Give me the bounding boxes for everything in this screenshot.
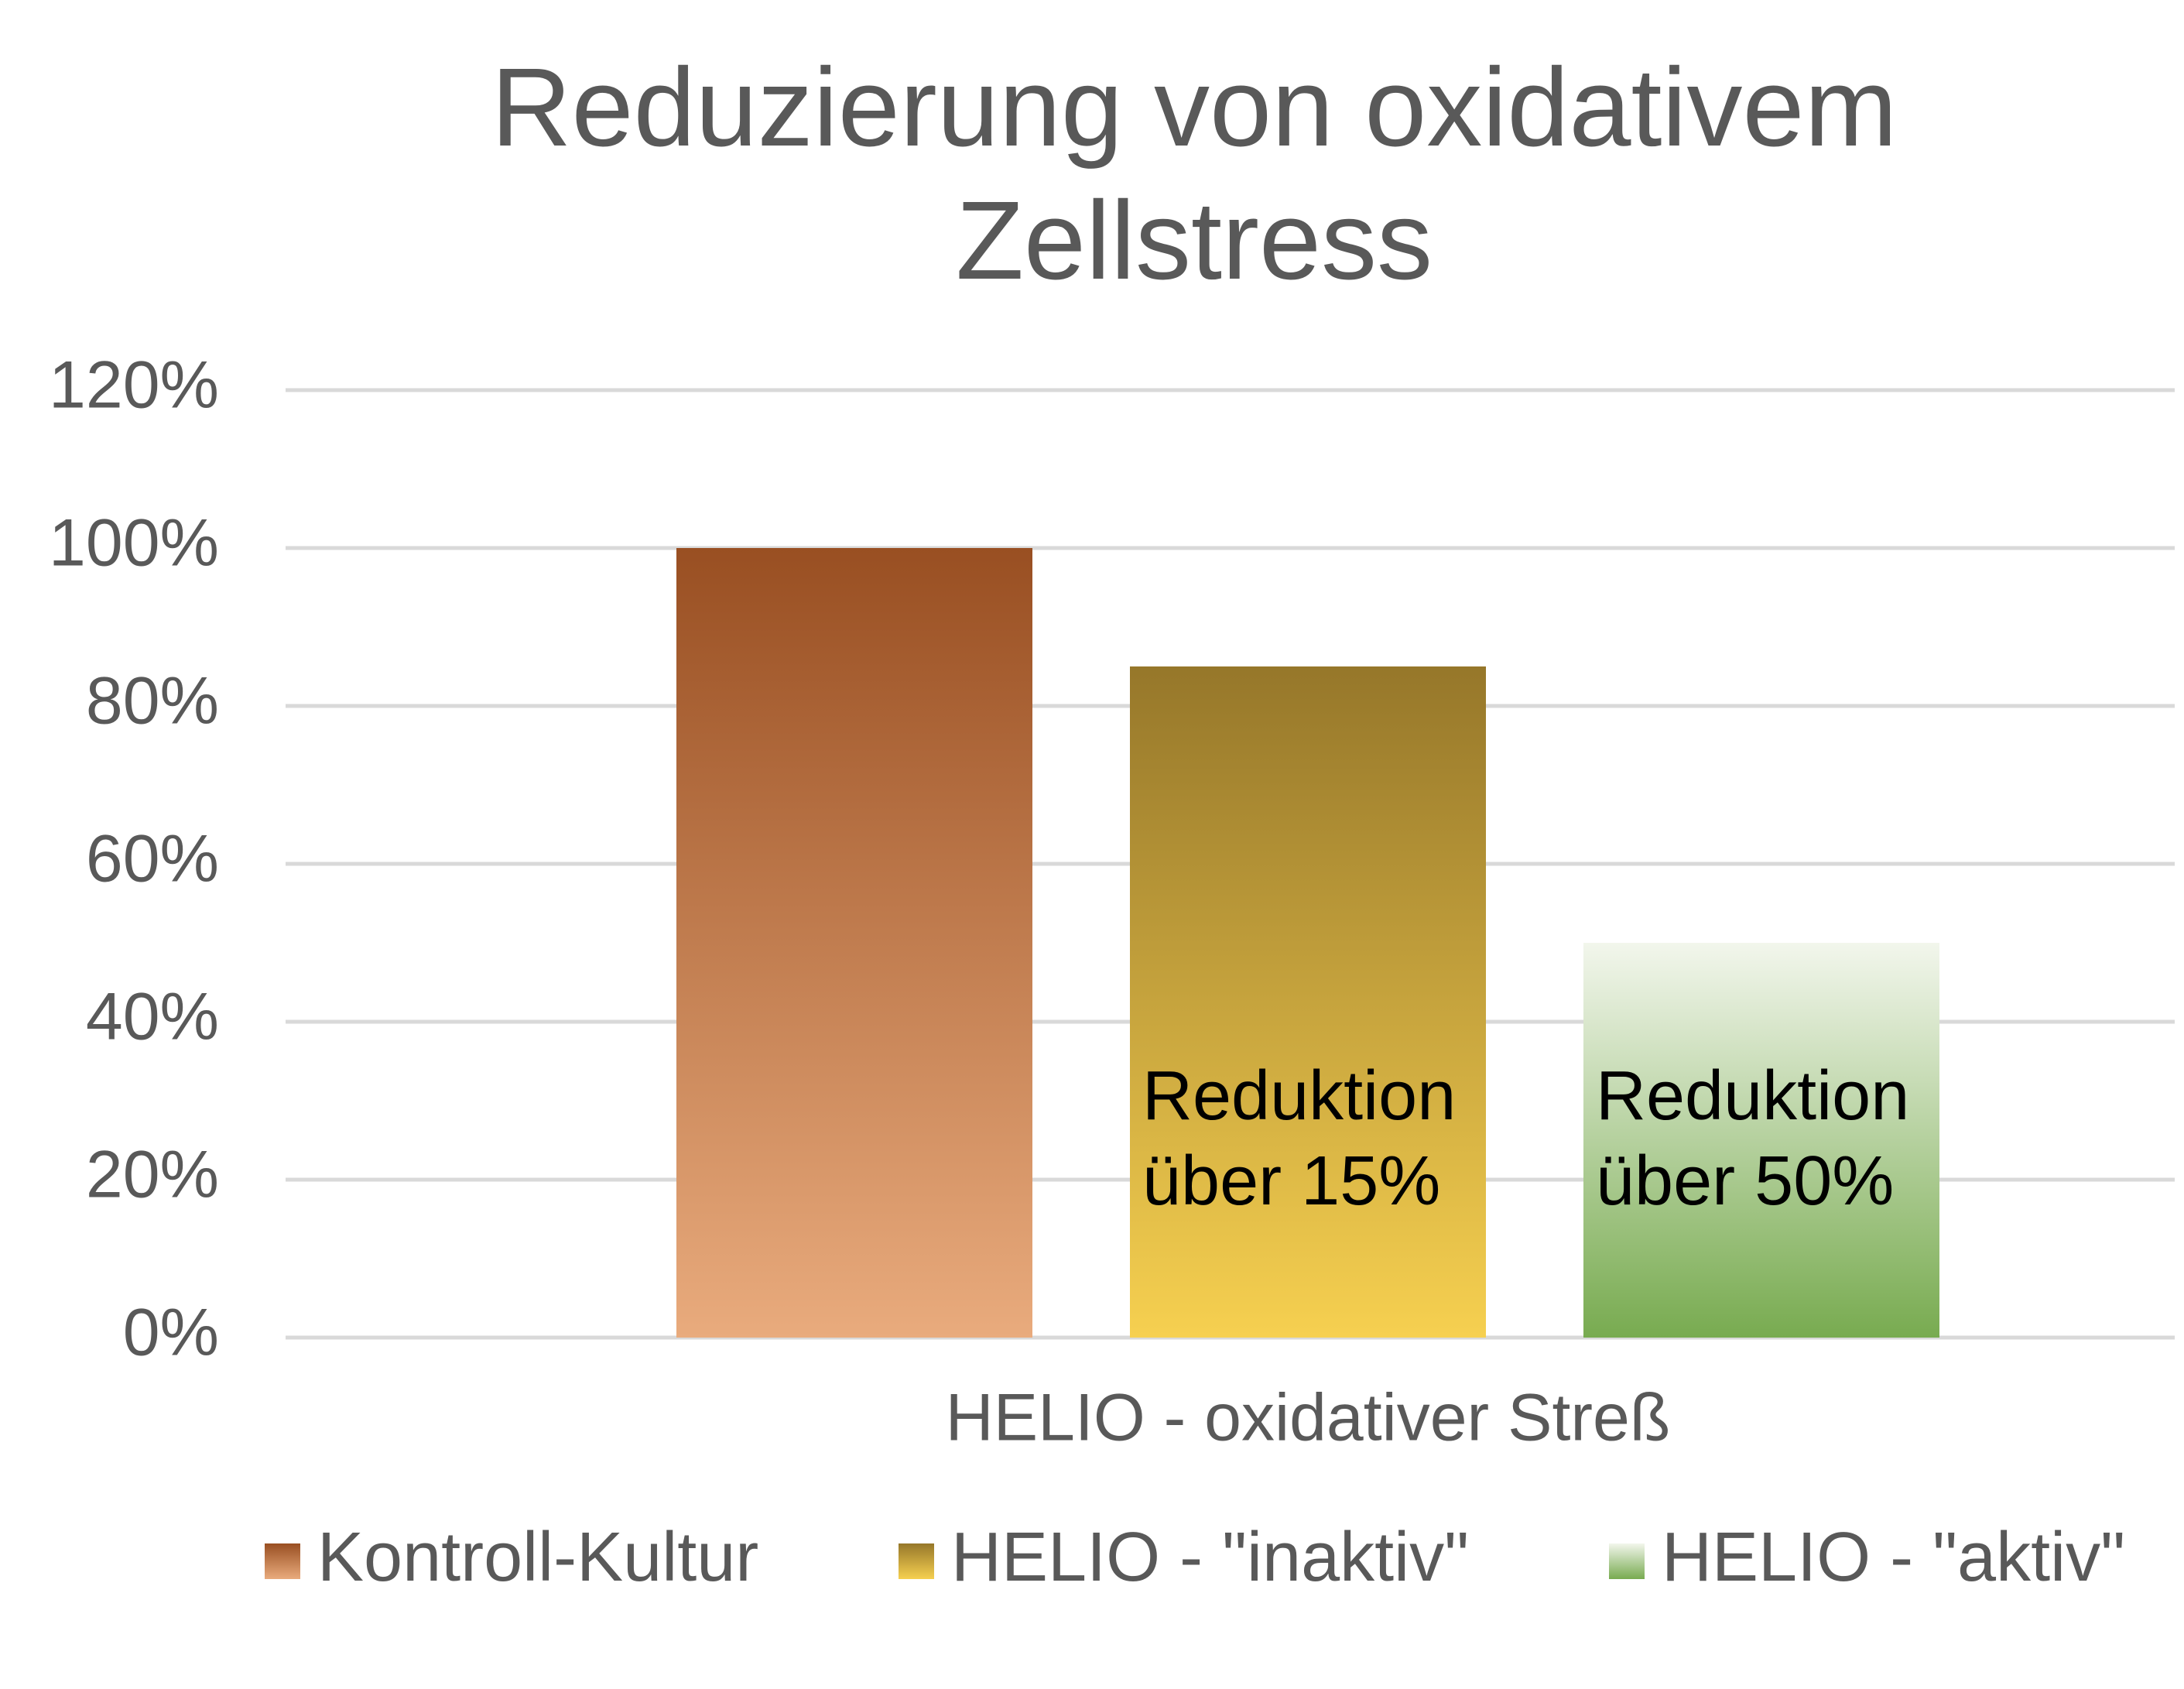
legend-swatch <box>265 1543 300 1579</box>
y-tick-label: 40% <box>86 980 219 1054</box>
legend-label: Kontroll-Kultur <box>317 1519 758 1596</box>
chart-title: Reduzierung von oxidativem <box>491 45 1897 170</box>
y-tick-label: 0% <box>123 1296 219 1370</box>
y-tick-label: 120% <box>49 348 219 423</box>
bar <box>676 548 1032 1338</box>
y-tick-label: 100% <box>49 506 219 581</box>
legend-label: HELIO - "aktiv" <box>1662 1519 2125 1596</box>
annotation: Reduktion <box>1596 1057 1909 1135</box>
annotation: über 50% <box>1596 1143 1894 1220</box>
legend-swatch <box>1609 1543 1645 1579</box>
bar <box>1130 666 1486 1338</box>
bar <box>1583 943 1939 1338</box>
x-tick-label: HELIO - oxidativer Streß <box>946 1381 1671 1455</box>
legend-label: HELIO - "inaktiv" <box>951 1519 1469 1596</box>
legend-swatch <box>899 1543 934 1579</box>
annotation: Reduktion <box>1142 1057 1456 1135</box>
y-tick-label: 60% <box>86 822 219 896</box>
y-tick-label: 20% <box>86 1138 219 1212</box>
annotation: über 15% <box>1142 1143 1440 1220</box>
chart-title: Zellstress <box>956 178 1433 303</box>
y-tick-label: 80% <box>86 664 219 738</box>
